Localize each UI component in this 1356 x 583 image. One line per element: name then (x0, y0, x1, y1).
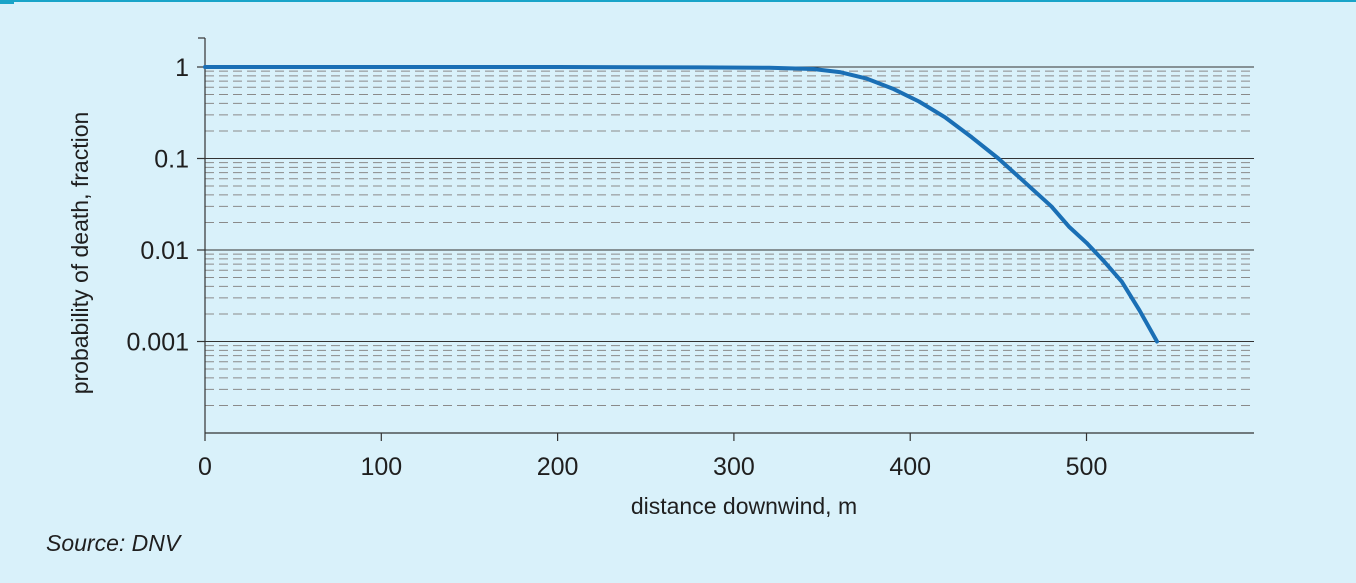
probability-chart: 0 100 200 300 400 500 1 0.1 0.01 0.001 distance … (67, 37, 1254, 519)
x-tick-label: 200 (537, 453, 579, 481)
x-tick-label: 100 (360, 453, 402, 481)
chart-grid (205, 66, 1254, 406)
chart-axes (198, 37, 1254, 434)
x-axis-label: distance downwind, m (631, 493, 857, 519)
x-axis-ticks: 0 100 200 300 400 500 (198, 433, 1107, 481)
y-tick-label: 0.1 (154, 146, 189, 174)
source-note: Source: DNV (46, 530, 181, 556)
y-tick-label: 0.001 (126, 329, 189, 357)
x-tick-label: 0 (198, 453, 212, 481)
y-tick-label: 0.01 (140, 237, 189, 265)
x-tick-label: 400 (889, 453, 931, 481)
x-tick-label: 500 (1066, 453, 1108, 481)
y-axis-label: probability of death, fraction (67, 112, 93, 395)
y-axis-ticks: 1 0.1 0.01 0.001 (126, 54, 205, 357)
top-rule (0, 0, 1356, 2)
top-rule-corner (0, 0, 14, 4)
chart-series (203, 65, 1159, 344)
y-tick-label: 1 (175, 54, 189, 82)
x-tick-label: 300 (713, 453, 755, 481)
probability-curve (203, 65, 1159, 344)
